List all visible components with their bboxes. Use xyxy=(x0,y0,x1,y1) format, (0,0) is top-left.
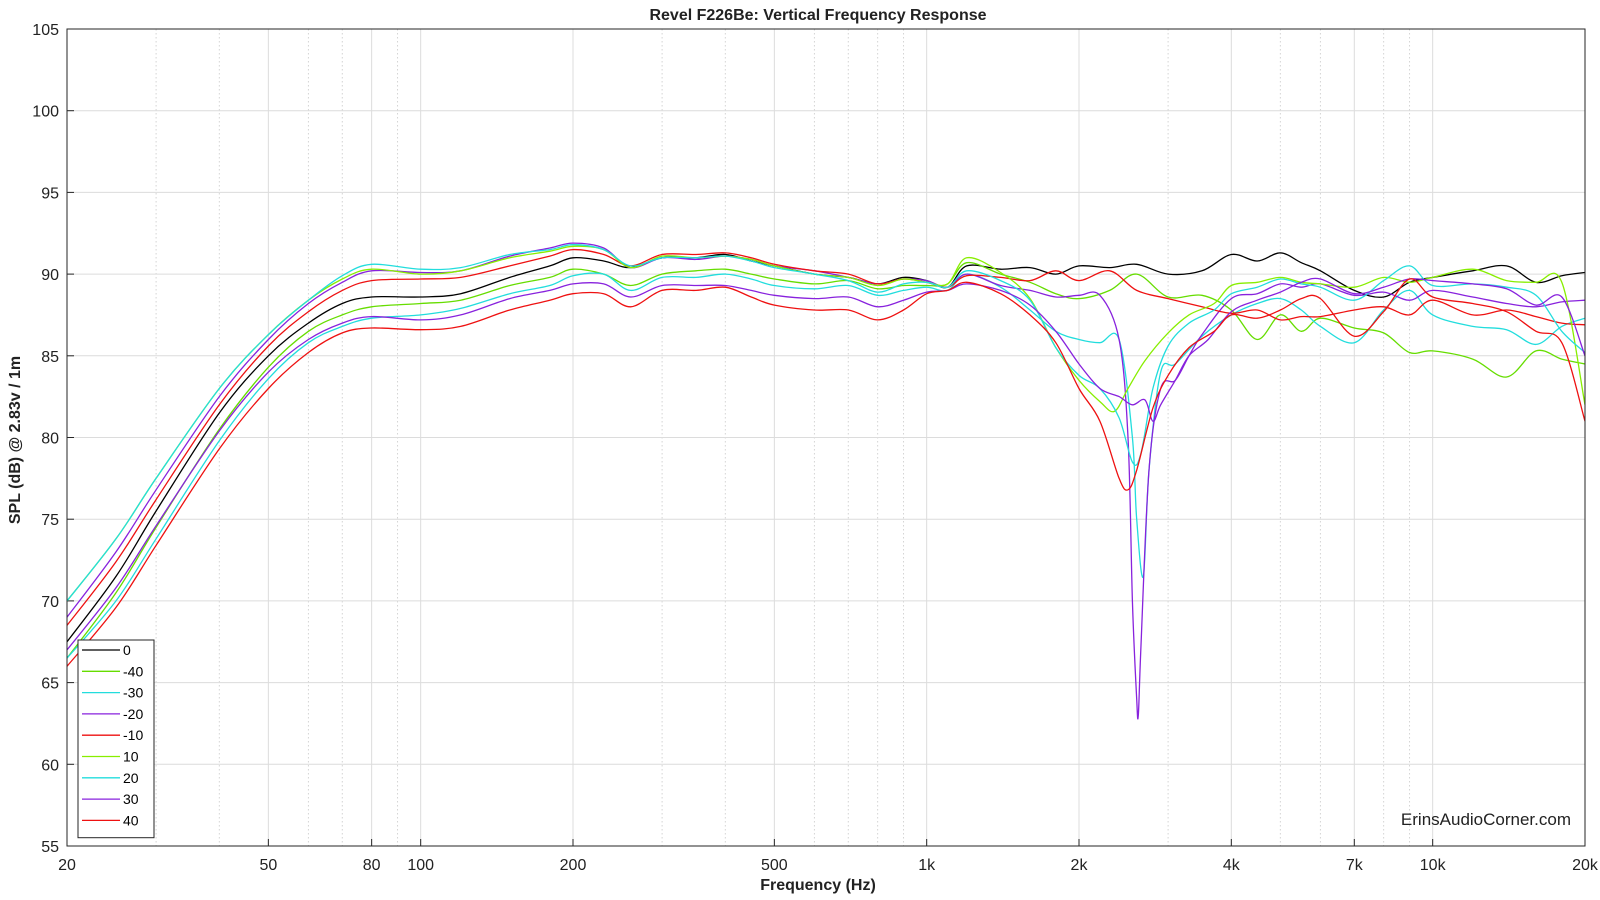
axis-ticks: 20 50 80 100 200 500 1k 2k 4k 7k 10k 20k55606570758… xyxy=(32,22,1599,874)
x-tick-label: 100 xyxy=(407,857,434,874)
legend-label: -10 xyxy=(123,727,143,743)
y-tick-label: 65 xyxy=(41,676,59,693)
series-lines xyxy=(67,242,1585,720)
legend-label: -20 xyxy=(123,706,143,722)
series-line-6 xyxy=(67,244,1585,602)
x-tick-label: 500 xyxy=(761,857,788,874)
legend-label: -30 xyxy=(123,685,143,701)
watermark: ErinsAudioCorner.com xyxy=(1401,810,1571,829)
x-tick-label: 200 xyxy=(560,857,587,874)
plot-border xyxy=(66,28,1586,847)
x-tick-label: 4k xyxy=(1223,857,1241,874)
series-line-5 xyxy=(67,245,1585,602)
legend-label: -40 xyxy=(123,663,143,679)
y-tick-label: 100 xyxy=(32,104,59,121)
legend-label: 20 xyxy=(123,770,139,786)
x-tick-label: 20k xyxy=(1572,857,1599,874)
y-tick-label: 105 xyxy=(32,22,59,39)
series-line-8 xyxy=(67,278,1585,667)
x-tick-label: 2k xyxy=(1071,857,1089,874)
legend-label: 40 xyxy=(123,812,139,828)
legend-box xyxy=(77,639,155,839)
series-line-1 xyxy=(67,261,1585,659)
y-tick-label: 95 xyxy=(41,185,59,202)
y-tick-label: 75 xyxy=(41,512,59,529)
chart-title: Revel F226Be: Vertical Frequency Respons… xyxy=(649,7,986,24)
y-tick-label: 70 xyxy=(41,594,59,611)
y-tick-label: 85 xyxy=(41,349,59,366)
y-tick-label: 60 xyxy=(41,757,59,774)
x-tick-label: 20 xyxy=(58,857,76,874)
legend-label: 30 xyxy=(123,791,139,807)
y-axis-label: SPL (dB) @ 2.83v / 1m xyxy=(7,356,24,524)
series-line-7 xyxy=(67,277,1585,651)
legend-label: 0 xyxy=(123,642,131,658)
y-tick-label: 55 xyxy=(41,839,59,856)
x-tick-label: 50 xyxy=(259,857,277,874)
x-tick-label: 1k xyxy=(918,857,936,874)
x-axis-label: Frequency (Hz) xyxy=(760,877,876,894)
legend-label: 10 xyxy=(123,749,139,765)
y-tick-label: 80 xyxy=(41,431,59,448)
x-tick-label: 7k xyxy=(1346,857,1364,874)
legend: 0 -40 -30 -20 -10 10 20 30 40 xyxy=(77,639,155,839)
y-tick-label: 90 xyxy=(41,267,59,284)
x-tick-label: 10k xyxy=(1420,857,1447,874)
x-tick-label: 80 xyxy=(363,857,381,874)
